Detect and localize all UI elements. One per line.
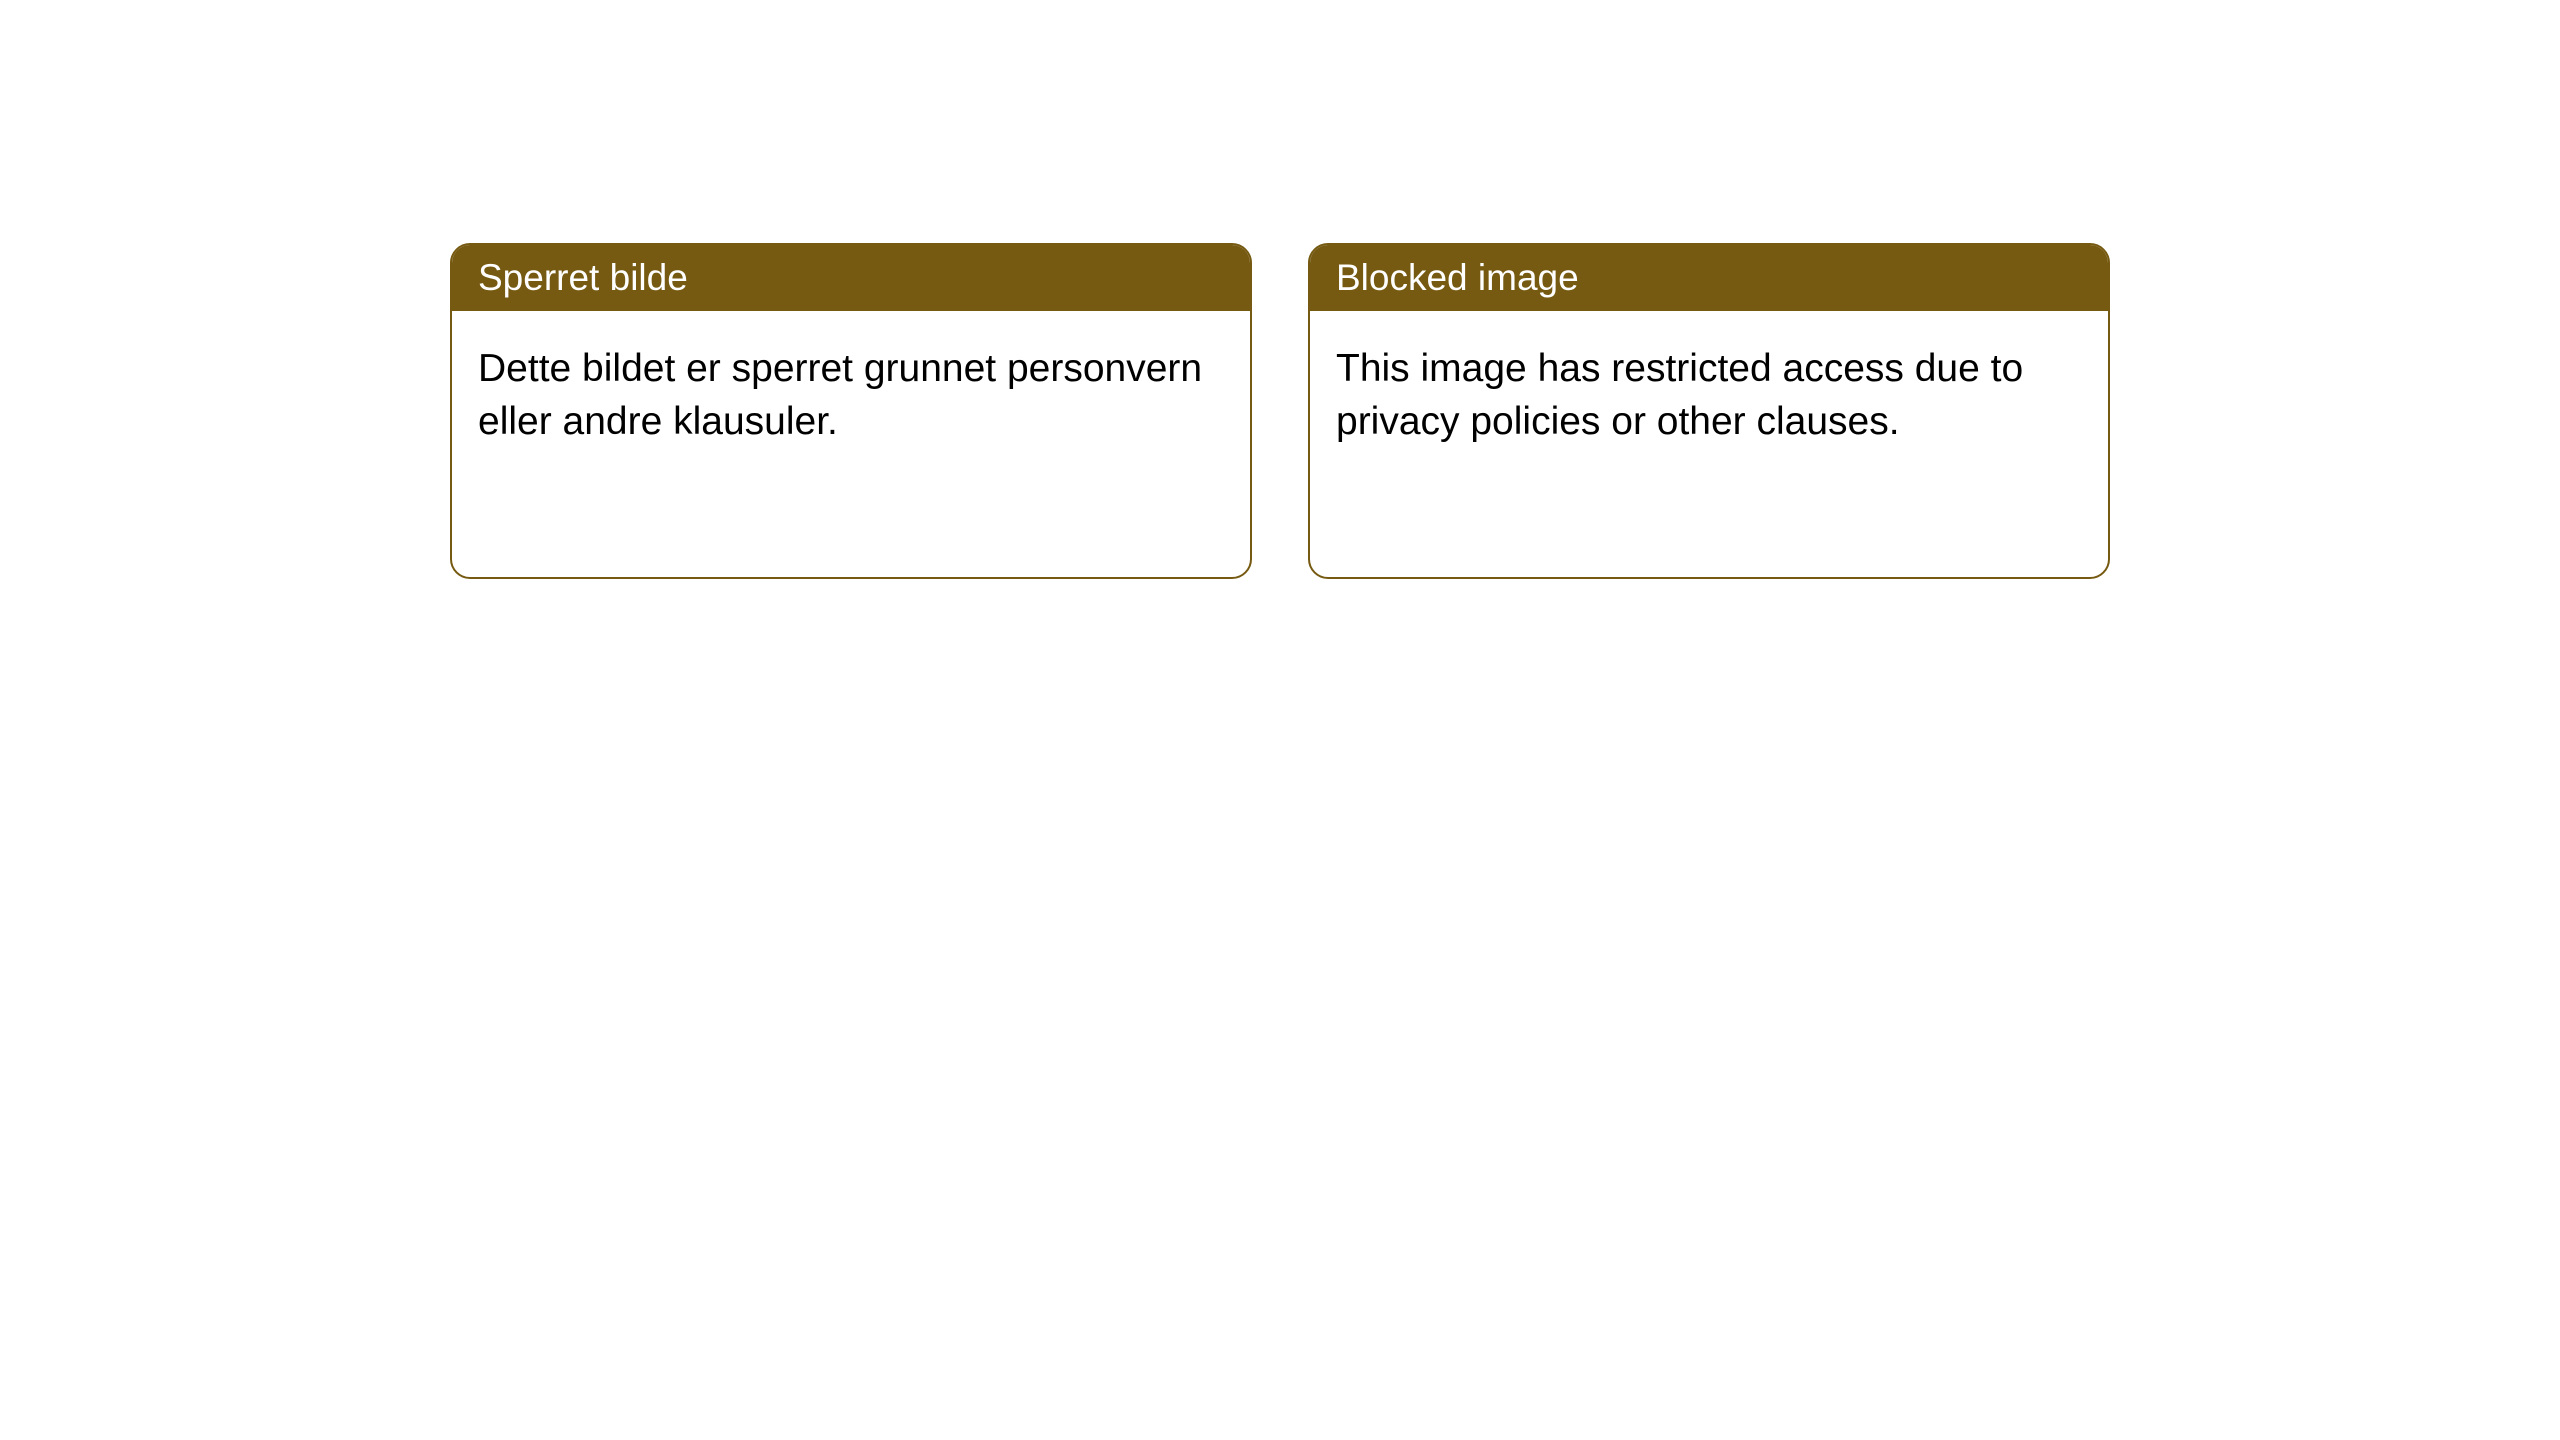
- notice-body: This image has restricted access due to …: [1310, 311, 2108, 480]
- notice-box-english: Blocked image This image has restricted …: [1308, 243, 2110, 579]
- notice-header: Sperret bilde: [452, 245, 1250, 311]
- notice-header: Blocked image: [1310, 245, 2108, 311]
- notice-container: Sperret bilde Dette bildet er sperret gr…: [0, 0, 2560, 579]
- notice-body: Dette bildet er sperret grunnet personve…: [452, 311, 1250, 480]
- notice-box-norwegian: Sperret bilde Dette bildet er sperret gr…: [450, 243, 1252, 579]
